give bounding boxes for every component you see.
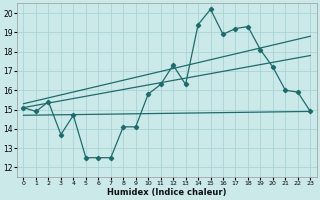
X-axis label: Humidex (Indice chaleur): Humidex (Indice chaleur) xyxy=(107,188,227,197)
